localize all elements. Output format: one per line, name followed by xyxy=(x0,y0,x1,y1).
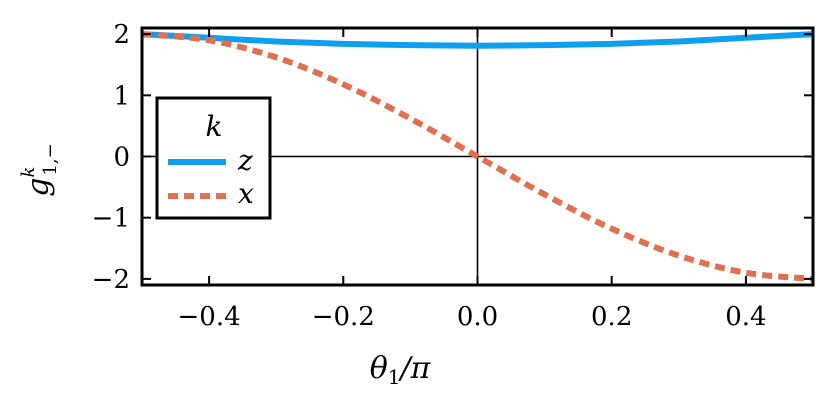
x-tick-label: −0.4 xyxy=(178,302,241,332)
series-layer xyxy=(141,31,814,282)
x-ticks: −0.4 −0.2 0.0 0.2 0.4 xyxy=(178,28,767,332)
x-tick-label: −0.2 xyxy=(312,302,375,332)
y-ticks: 2 1 0 −1 −2 xyxy=(92,20,813,295)
y-tick-label: 0 xyxy=(113,143,130,173)
y-tick-label: −2 xyxy=(92,265,130,295)
x-axis-label-main: θ xyxy=(370,351,388,386)
plot-frame xyxy=(140,26,815,287)
legend-label-x: x xyxy=(238,177,254,210)
legend-label-z: z xyxy=(237,144,253,177)
y-axis-label-sup: k xyxy=(18,167,39,178)
x-tick-label: 0.4 xyxy=(725,302,766,332)
x-axis-label: θ1/π xyxy=(370,351,432,389)
y-axis-label-main: g xyxy=(21,177,56,196)
legend-title: k xyxy=(206,110,223,143)
y-tick-label: 2 xyxy=(113,20,130,50)
x-axis-label-rest: /π xyxy=(397,351,431,386)
y-tick-label: −1 xyxy=(92,204,130,234)
y-tick-label: 1 xyxy=(113,81,130,111)
x-tick-label: 0.2 xyxy=(591,302,632,332)
series-line-z xyxy=(141,31,814,49)
series-line-x xyxy=(141,31,814,282)
y-axis-label: gk1,− xyxy=(18,143,61,196)
y-axis-label-sub: 1,− xyxy=(40,143,61,175)
x-tick-label: 0.0 xyxy=(457,302,498,332)
x-axis-label-sub: 1 xyxy=(388,365,401,389)
legend: k z x xyxy=(155,96,272,220)
